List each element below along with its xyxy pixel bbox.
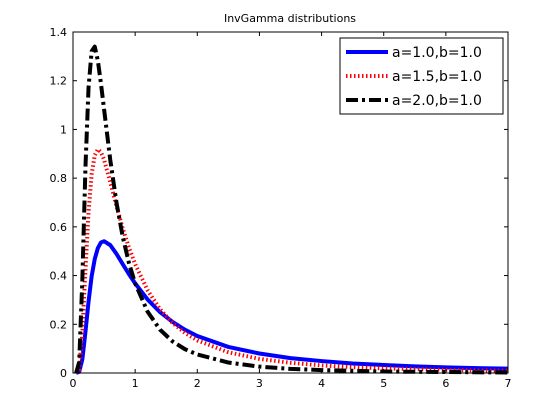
x-tick-label: 2 [194, 377, 201, 390]
x-tick-label: 3 [256, 377, 263, 390]
series-layer [74, 44, 509, 375]
y-tick-label: 0.4 [50, 270, 68, 283]
y-tick-label: 1.4 [50, 26, 68, 39]
series-line-3 [74, 44, 509, 375]
y-tick-label: 1 [60, 123, 67, 136]
y-tick-label: 1.2 [50, 75, 68, 88]
axes-box [72, 31, 509, 374]
y-tick-label: 0.6 [50, 221, 68, 234]
x-tick-label: 1 [132, 377, 139, 390]
x-tick-label: 5 [380, 377, 387, 390]
y-tick-label: 0.2 [50, 318, 68, 331]
y-tick-label: 0 [60, 367, 67, 380]
legend-label-3: a=2.0,b=1.0 [392, 93, 482, 109]
legend-label-1: a=1.0,b=1.0 [392, 45, 482, 61]
x-tick-label: 4 [318, 377, 325, 390]
x-tick-label: 6 [442, 377, 449, 390]
chart-title: InvGamma distributions [224, 12, 356, 25]
series-line-1 [75, 239, 509, 375]
tick-layer: 0 1 2 3 4 5 6 7 0 0.2 0.4 0.6 0.8 1 1.2 1.4 [50, 26, 512, 390]
legend: a=1.0,b=1.0 a=1.5,b=1.0 a=2.0,b=1.0 [339, 37, 504, 115]
y-tick-label: 0.8 [50, 172, 68, 185]
x-tick-label: 7 [505, 377, 512, 390]
x-tick-label: 0 [70, 377, 77, 390]
legend-label-2: a=1.5,b=1.0 [392, 69, 482, 85]
series-line-2 [74, 147, 509, 375]
